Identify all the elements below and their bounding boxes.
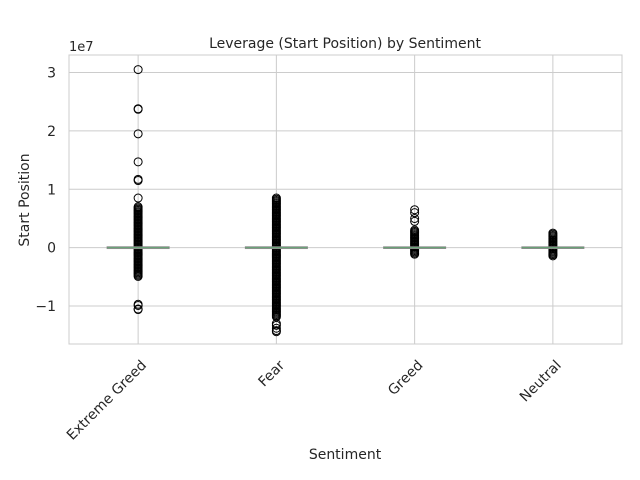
- outlier-point: [133, 193, 143, 203]
- outlier-point: [548, 251, 558, 261]
- x-tick-label: Extreme Greed: [64, 358, 150, 444]
- grid-lines: [69, 55, 622, 344]
- outlier-point: [271, 323, 281, 333]
- outlier-point: [410, 216, 420, 226]
- outlier-point: [133, 271, 143, 281]
- box-plot-fear: [244, 193, 308, 337]
- box-plot-greed: [383, 205, 447, 259]
- box-plot-neutral: [521, 228, 585, 261]
- box-plots: [106, 65, 585, 337]
- chart-title: Leverage (Start Position) by Sentiment: [209, 36, 481, 52]
- outlier-point: [133, 176, 143, 186]
- outlier-point: [410, 249, 420, 259]
- y-tick-label: 3: [47, 66, 56, 82]
- y-tick-label: 0: [47, 241, 56, 257]
- y-tick-label: −1: [35, 299, 56, 315]
- x-tick-labels: Extreme Greed Fear Greed Neutral: [64, 357, 565, 443]
- outlier-point: [133, 104, 143, 114]
- outlier-point: [133, 129, 143, 139]
- y-tick-labels: −1 0 1 2 3: [35, 66, 56, 316]
- outlier-point: [410, 208, 420, 218]
- y-offset-label: 1e7: [69, 40, 94, 55]
- outlier-point: [133, 305, 143, 315]
- x-tick-label: Greed: [385, 358, 426, 399]
- y-tick-label: 2: [47, 124, 56, 140]
- x-tick-label: Fear: [255, 357, 288, 390]
- outlier-point: [133, 300, 143, 310]
- x-tick-label: Neutral: [517, 358, 565, 406]
- outlier-point: [133, 65, 143, 75]
- outlier-point: [410, 213, 420, 223]
- x-axis-label: Sentiment: [309, 447, 382, 463]
- outlier-point: [271, 320, 281, 330]
- outlier-point: [410, 205, 420, 215]
- y-tick-label: 1: [47, 182, 56, 198]
- outlier-point: [133, 157, 143, 167]
- y-axis-label: Start Position: [17, 153, 33, 246]
- outlier-point: [271, 327, 281, 337]
- plot-frame: [68, 54, 623, 345]
- box-plot-extreme-greed: [106, 65, 170, 315]
